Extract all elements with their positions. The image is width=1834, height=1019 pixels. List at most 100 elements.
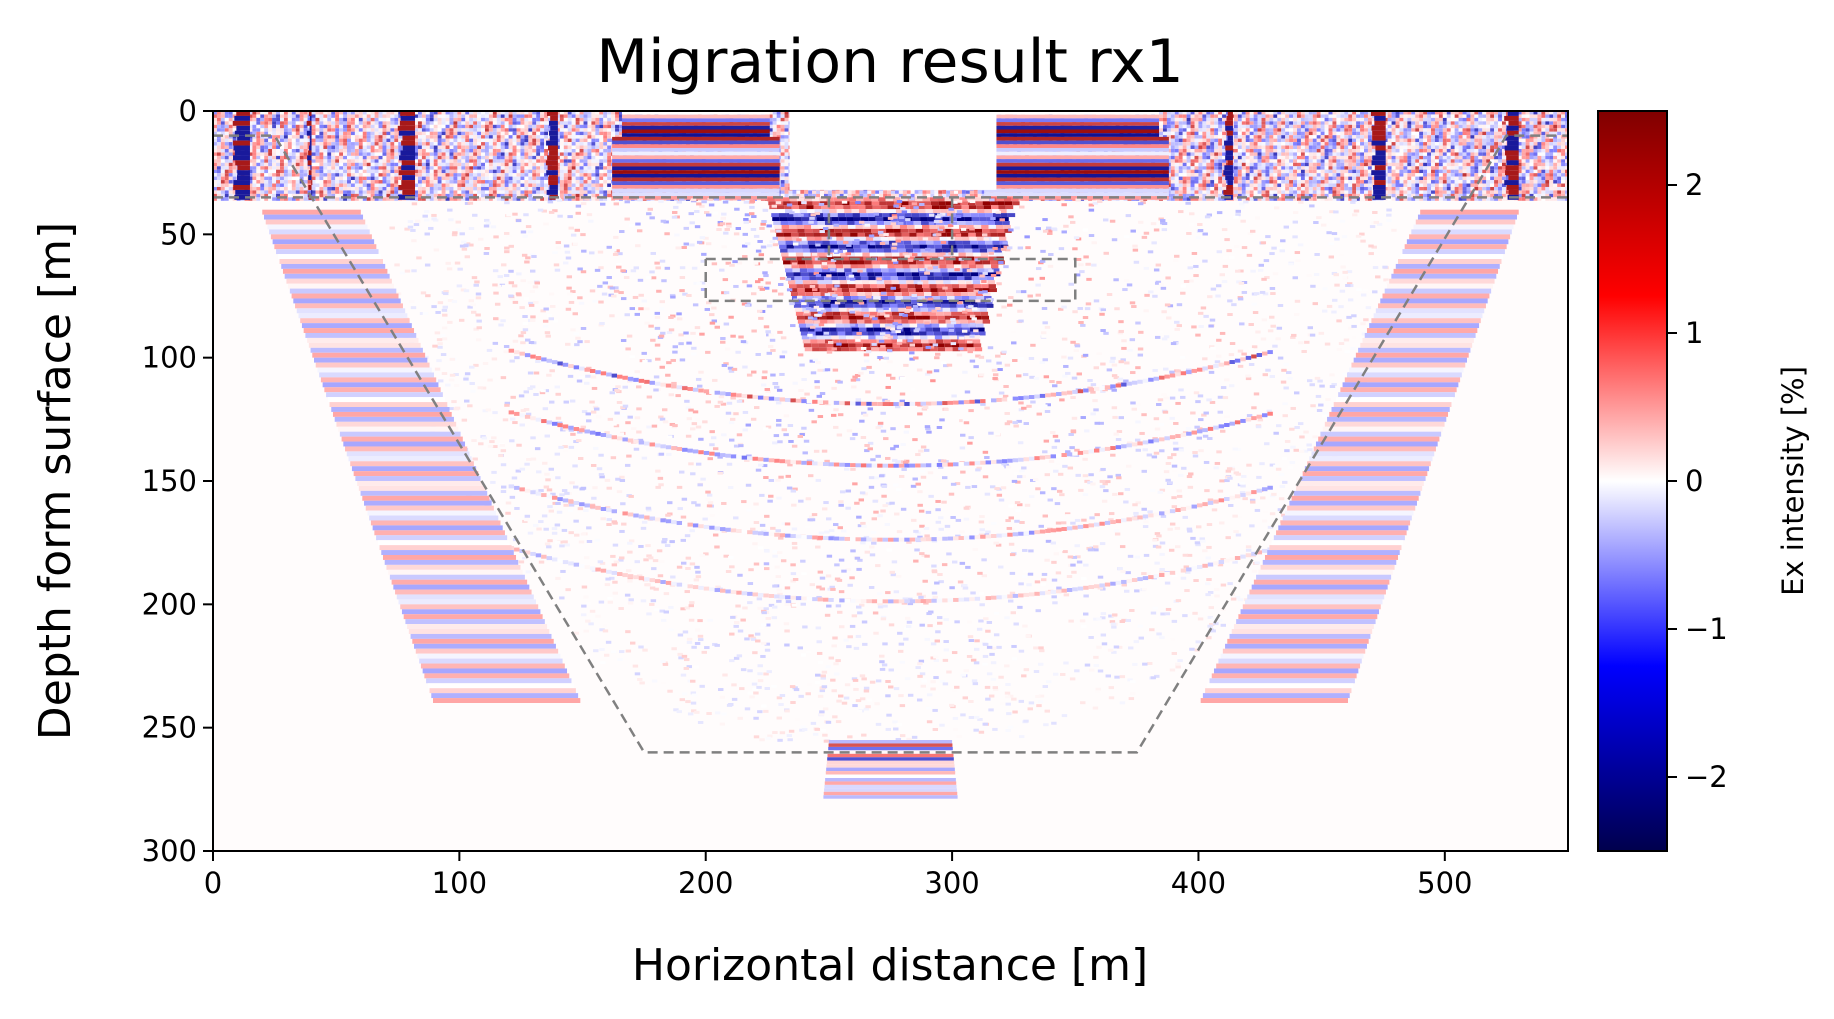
surface-cell [260, 131, 265, 136]
surface-cell [299, 173, 304, 177]
surface-cell [414, 190, 418, 194]
surface-cell [256, 124, 261, 129]
surface-cell [516, 193, 521, 198]
surface-cell [394, 152, 399, 156]
surface-cell [437, 128, 442, 132]
surface-cell [414, 183, 418, 187]
surface-cell [579, 142, 584, 146]
surface-cell [315, 135, 320, 139]
surface-cell [575, 114, 580, 118]
surface-cell [607, 173, 612, 177]
surface-cell [386, 173, 391, 177]
surface-cell [607, 197, 612, 201]
surface-cell [283, 183, 288, 187]
surface-cell [374, 183, 379, 187]
surface-cell [453, 117, 458, 122]
surface-cell [354, 159, 359, 163]
surface-cell [216, 142, 221, 146]
surface-cell [394, 155, 399, 160]
surface-cell [264, 131, 269, 136]
surface-cell [524, 193, 529, 198]
surface-cell [213, 180, 217, 184]
surface-cell [433, 190, 438, 194]
surface-cell [607, 166, 612, 170]
surface-cell [272, 152, 277, 156]
surface-cell [607, 176, 612, 181]
surface-cell [571, 145, 576, 149]
surface-cell [780, 138, 785, 143]
surface-cell [603, 186, 608, 191]
surface-cell [457, 148, 462, 153]
surface-cell [299, 197, 304, 201]
surface-cell [370, 128, 375, 132]
surface-cell [595, 142, 600, 146]
surface-cell [599, 111, 604, 115]
surface-cell [583, 117, 588, 122]
surface-cell [343, 166, 348, 170]
surface-cell [484, 155, 489, 160]
surface-cell [453, 186, 458, 191]
surface-cell [366, 169, 371, 174]
surface-cell [287, 142, 292, 146]
surface-cell [248, 152, 253, 156]
surface-cell [536, 145, 541, 149]
surface-cell [508, 197, 513, 201]
surface-cell [256, 117, 261, 122]
surface-cell [421, 183, 426, 187]
surface-cell [445, 159, 450, 163]
surface-cell [579, 183, 584, 187]
chart-title: Migration result rx1 [596, 27, 1184, 97]
surface-cell [268, 186, 273, 191]
surface-cell [540, 138, 545, 143]
surface-cell [213, 169, 217, 174]
surface-cell [938, 193, 943, 198]
surface-cell [599, 155, 604, 160]
surface-cell [449, 162, 454, 167]
surface-cell [421, 114, 426, 118]
surface-cell [331, 180, 336, 184]
surface-cell [343, 148, 348, 153]
surface-cell [315, 131, 320, 136]
surface-cell [465, 169, 470, 174]
surface-cell [591, 145, 596, 149]
surface-cell [421, 138, 426, 143]
surface-cell [437, 186, 442, 191]
surface-cell [481, 193, 485, 198]
surface-cell [520, 162, 525, 167]
surface-cell [303, 180, 308, 184]
surface-cell [264, 186, 269, 191]
surface-cell [307, 180, 312, 184]
surface-cell [331, 169, 336, 174]
surface-cell [354, 135, 359, 139]
surface-cell [575, 166, 580, 170]
surface-cell [358, 148, 363, 153]
surface-cell [327, 183, 332, 187]
surface-cell [437, 142, 442, 146]
surface-cell [272, 155, 277, 160]
surface-cell [465, 183, 470, 187]
surface-cell [429, 155, 434, 160]
surface-cell [599, 138, 604, 143]
surface-cell [559, 124, 564, 129]
surface-cell [421, 135, 426, 139]
surface-cell [579, 176, 584, 181]
surface-cell [524, 180, 529, 184]
surface-cell [276, 128, 281, 132]
surface-cell [370, 121, 375, 125]
surface-cell [504, 190, 509, 194]
surface-cell [583, 135, 588, 139]
surface-cell [772, 111, 777, 115]
surface-cell [575, 131, 580, 136]
surface-cell [358, 111, 363, 115]
surface-cell [354, 138, 359, 143]
surface-cell [232, 152, 237, 156]
surface-cell [280, 186, 284, 191]
surface-cell [820, 190, 824, 194]
surface-cell [216, 162, 221, 167]
surface-cell [508, 142, 513, 146]
surface-cell [213, 148, 217, 153]
surface-cell [378, 121, 383, 125]
surface-cell [276, 131, 281, 136]
surface-cell [280, 176, 284, 181]
surface-cell [366, 190, 371, 194]
